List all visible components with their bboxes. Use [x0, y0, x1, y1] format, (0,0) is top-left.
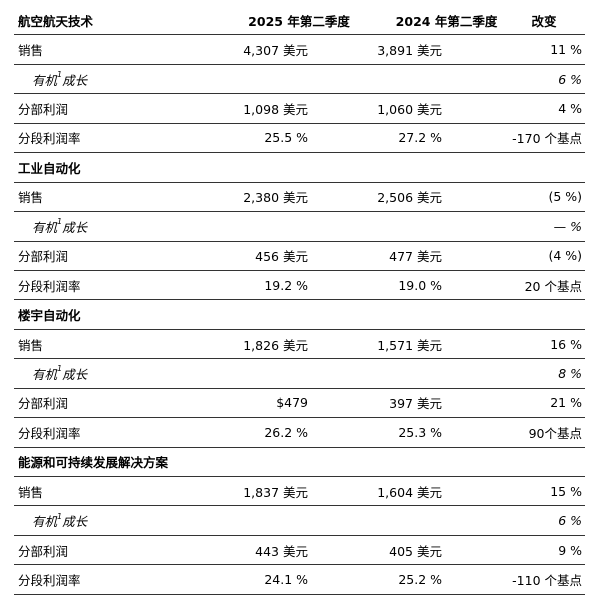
table-row: 有机 1 成长 6 %	[14, 65, 585, 95]
cell-2024: 477 美元	[389, 249, 442, 265]
cell-2024: 19.0 %	[398, 277, 442, 293]
cell-change: 21 %	[550, 395, 582, 411]
cell-2025: 456 美元	[255, 249, 308, 265]
row-label: 分部利润	[18, 396, 69, 412]
cell-2025: 1,098 美元	[243, 102, 308, 118]
segment-title: 工业自动化	[18, 160, 81, 176]
table-row: 分部利润 1,098 美元 1,060 美元 4 %	[14, 94, 585, 124]
cell-2025: 25.5 %	[264, 130, 308, 146]
row-label: 分段利润率	[18, 131, 81, 147]
row-label: 分部利润	[18, 249, 69, 265]
cell-2025	[164, 506, 308, 534]
cell-2024: 397 美元	[389, 396, 442, 412]
cell-2024	[314, 65, 442, 93]
cell-change: 6 %	[558, 513, 582, 529]
segment-title-aerospace: 航空航天技术	[18, 13, 94, 29]
cell-change: -170 个基点	[512, 131, 582, 147]
cell-change: -110 个基点	[512, 573, 582, 589]
cell-change: 15 %	[550, 483, 582, 499]
cell-change: 90个基点	[528, 425, 582, 441]
segment-title: 能源和可持续发展解决方案	[18, 455, 169, 471]
table-row: 有机 1 成长 — %	[14, 212, 585, 242]
cell-2025: 2,380 美元	[243, 190, 308, 206]
cell-2024: 2,506 美元	[377, 190, 442, 206]
cell-2025: 1,826 美元	[243, 337, 308, 353]
row-label: 分段利润率	[18, 278, 81, 294]
cell-change: — %	[553, 218, 582, 234]
table-row: 销售 2,380 美元 2,506 美元 (5 %)	[14, 183, 585, 213]
table-row: 分部利润 443 美元 405 美元 9 %	[14, 536, 585, 566]
table-row: 有机 1 成长 6 %	[14, 506, 585, 536]
cell-change: 20 个基点	[524, 278, 582, 294]
cell-change: 6 %	[558, 71, 582, 87]
table-row: 销售 1,837 美元 1,604 美元 15 %	[14, 477, 585, 507]
cell-2024: 25.3 %	[398, 424, 442, 440]
row-label: 分段利润率	[18, 573, 81, 589]
cell-2024	[314, 359, 442, 387]
row-label: 分段利润率	[18, 425, 81, 441]
cell-2024: 25.2 %	[398, 572, 442, 588]
cell-change: (5 %)	[548, 189, 582, 205]
cell-2024: 3,891 美元	[377, 43, 442, 59]
column-header-change: 改变	[531, 13, 557, 29]
table-row: 分部利润 456 美元 477 美元 (4 %)	[14, 242, 585, 271]
cell-2025: 26.2 %	[264, 424, 308, 440]
cell-2025: 19.2 %	[264, 277, 308, 293]
cell-change: 4 %	[558, 101, 582, 117]
cell-2025: 24.1 %	[264, 572, 308, 588]
table-row: 销售 1,826 美元 1,571 美元 16 %	[14, 330, 585, 360]
row-label: 分部利润	[18, 102, 69, 118]
segment-results-table: 航空航天技术 2025 年第二季度 2024 年第二季度 改变 销售 4,307…	[14, 6, 585, 595]
row-label: 有机 1 成长	[32, 364, 88, 382]
table-row: 有机 1 成长 8 %	[14, 359, 585, 389]
cell-2024	[314, 506, 442, 534]
cell-change: (4 %)	[548, 248, 582, 264]
table-header-row: 航空航天技术 2025 年第二季度 2024 年第二季度 改变	[14, 6, 585, 36]
cell-2024: 1,604 美元	[377, 484, 442, 500]
cell-2024: 1,060 美元	[377, 102, 442, 118]
cell-change: 11 %	[550, 42, 582, 58]
table-row: 分段利润率 24.1 % 25.2 % -110 个基点	[14, 565, 585, 595]
cell-2025	[164, 359, 308, 387]
table-row: 分段利润率 19.2 % 19.0 % 20 个基点	[14, 271, 585, 301]
row-label: 销售	[18, 43, 44, 59]
cell-2025: 4,307 美元	[243, 43, 308, 59]
cell-2025	[164, 65, 308, 93]
segment-title: 楼宇自动化	[18, 308, 81, 324]
cell-2024: 405 美元	[389, 543, 442, 559]
table-row: 分段利润率 26.2 % 25.3 % 90个基点	[14, 418, 585, 448]
cell-change: 9 %	[558, 542, 582, 558]
row-label: 销售	[18, 190, 44, 206]
row-label: 销售	[18, 484, 44, 500]
cell-change: 8 %	[558, 365, 582, 381]
cell-2024	[314, 212, 442, 240]
cell-change: 16 %	[550, 336, 582, 352]
cell-2024: 1,571 美元	[377, 337, 442, 353]
column-header-2025q2: 2025 年第二季度	[248, 13, 350, 29]
section-title-row: 楼宇自动化	[14, 300, 585, 330]
table-row: 分段利润率 25.5 % 27.2 % -170 个基点	[14, 124, 585, 154]
section-title-row: 工业自动化	[14, 153, 585, 183]
row-label: 销售	[18, 337, 44, 353]
cell-2025: 1,837 美元	[243, 484, 308, 500]
row-label: 分部利润	[18, 543, 69, 559]
column-header-2024q2: 2024 年第二季度	[395, 13, 498, 29]
cell-2025: 443 美元	[255, 543, 308, 559]
table-row: 分部利润 $479 397 美元 21 %	[14, 389, 585, 419]
section-title-row: 能源和可持续发展解决方案	[14, 448, 585, 477]
table-row: 销售 4,307 美元 3,891 美元 11 %	[14, 35, 585, 65]
cell-2024: 27.2 %	[398, 130, 442, 146]
row-label: 有机 1 成长	[32, 511, 88, 530]
row-label: 有机 1 成长	[32, 70, 88, 88]
cell-2025: $479	[276, 395, 308, 411]
row-label: 有机 1 成长	[32, 217, 88, 235]
cell-2025	[164, 212, 308, 240]
